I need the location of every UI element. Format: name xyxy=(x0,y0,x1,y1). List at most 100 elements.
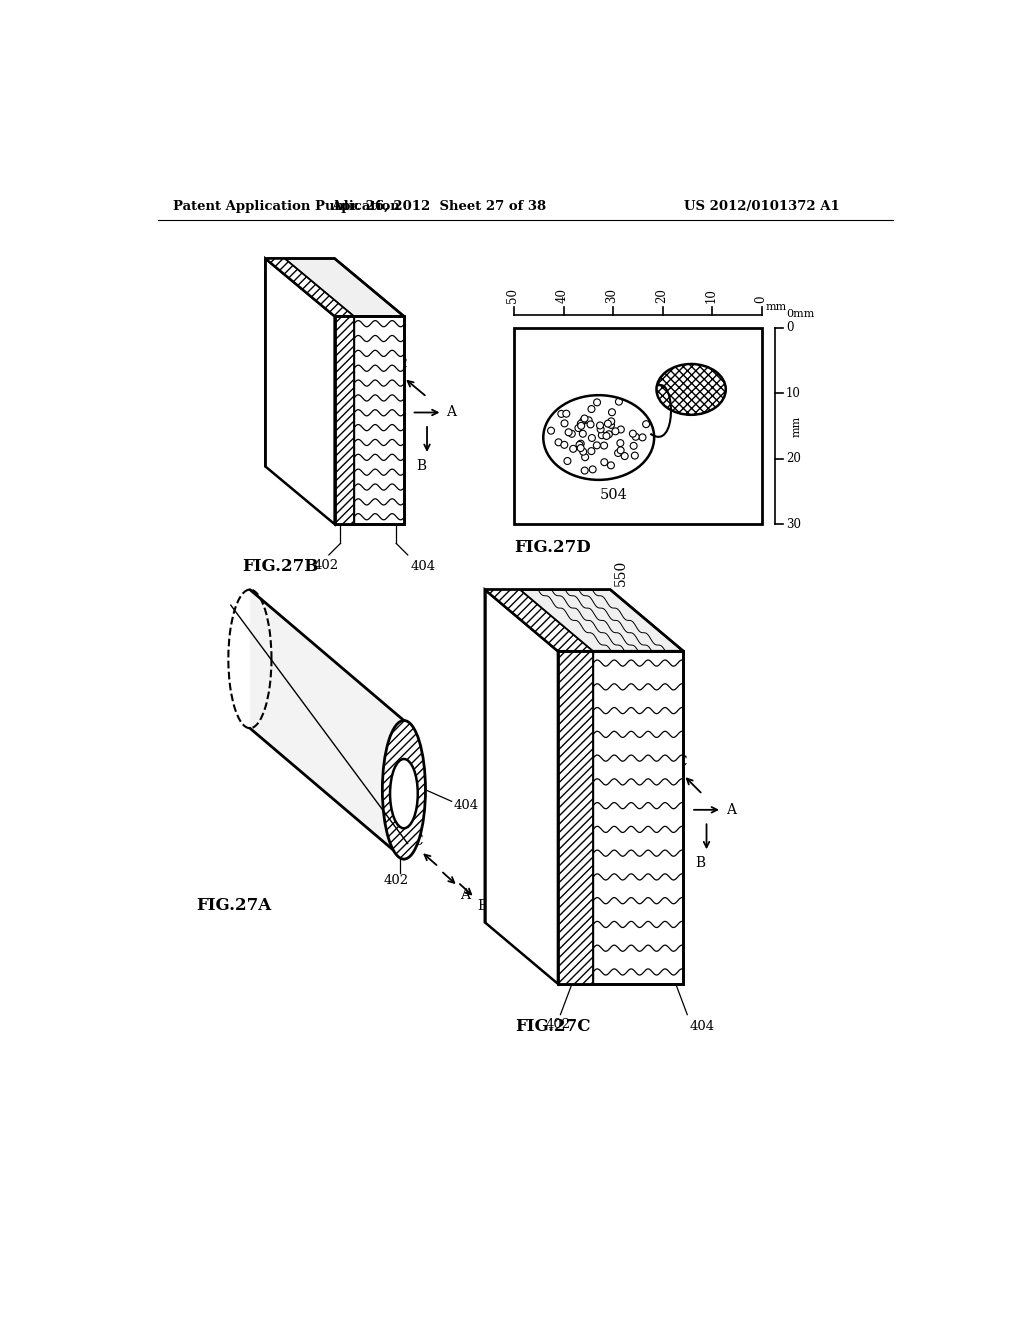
Circle shape xyxy=(617,447,624,454)
Bar xyxy=(514,327,762,524)
Circle shape xyxy=(607,421,614,429)
Circle shape xyxy=(578,422,585,429)
Circle shape xyxy=(597,422,603,429)
Text: mm: mm xyxy=(792,416,802,437)
Text: 404: 404 xyxy=(689,1020,715,1034)
Bar xyxy=(558,651,593,983)
Text: Patent Application Publication: Patent Application Publication xyxy=(173,199,399,213)
Circle shape xyxy=(598,432,605,438)
Text: 10: 10 xyxy=(705,288,718,304)
Text: 404: 404 xyxy=(410,561,435,573)
Text: 30: 30 xyxy=(605,288,618,304)
Polygon shape xyxy=(265,259,335,524)
Circle shape xyxy=(622,453,628,459)
Circle shape xyxy=(577,441,583,449)
Circle shape xyxy=(588,405,595,413)
Polygon shape xyxy=(265,259,403,317)
Circle shape xyxy=(608,409,615,416)
Ellipse shape xyxy=(382,721,425,859)
Circle shape xyxy=(614,450,622,457)
Text: FIG.27C: FIG.27C xyxy=(515,1018,591,1035)
Circle shape xyxy=(582,454,589,461)
Text: mm: mm xyxy=(766,302,787,312)
Text: 0mm: 0mm xyxy=(785,309,814,318)
Polygon shape xyxy=(484,590,558,983)
Circle shape xyxy=(578,420,585,428)
Text: FIG.27B: FIG.27B xyxy=(243,558,318,576)
Text: 40: 40 xyxy=(556,288,568,304)
Text: B: B xyxy=(416,459,426,473)
Text: 50: 50 xyxy=(506,288,519,304)
Circle shape xyxy=(601,459,608,466)
Circle shape xyxy=(601,442,607,449)
Circle shape xyxy=(580,430,587,437)
Polygon shape xyxy=(484,590,683,651)
Text: B: B xyxy=(477,899,487,913)
Text: FIG.27A: FIG.27A xyxy=(196,896,271,913)
Text: 20: 20 xyxy=(654,288,668,304)
Circle shape xyxy=(587,421,594,428)
Circle shape xyxy=(603,433,610,440)
Circle shape xyxy=(588,447,595,454)
Text: 550: 550 xyxy=(614,560,628,586)
Circle shape xyxy=(593,442,600,449)
Text: 30: 30 xyxy=(785,517,801,531)
Text: 404: 404 xyxy=(454,799,479,812)
Text: A: A xyxy=(460,888,470,903)
Bar xyxy=(335,317,354,524)
Circle shape xyxy=(548,428,554,434)
Text: 0: 0 xyxy=(754,296,767,304)
Text: US 2012/0101372 A1: US 2012/0101372 A1 xyxy=(684,199,840,213)
Circle shape xyxy=(597,426,604,433)
Ellipse shape xyxy=(390,759,418,829)
Circle shape xyxy=(643,421,649,428)
Circle shape xyxy=(639,434,646,441)
Circle shape xyxy=(632,433,639,441)
Circle shape xyxy=(594,399,600,405)
Text: A: A xyxy=(446,405,457,420)
Circle shape xyxy=(561,441,567,449)
Circle shape xyxy=(564,458,571,465)
Circle shape xyxy=(565,429,572,436)
Circle shape xyxy=(585,417,592,424)
Circle shape xyxy=(574,425,582,432)
Text: C: C xyxy=(676,755,686,770)
Text: 504: 504 xyxy=(600,487,628,502)
Circle shape xyxy=(578,441,584,447)
Polygon shape xyxy=(265,259,354,317)
Text: 402: 402 xyxy=(546,1019,570,1031)
Text: 10: 10 xyxy=(785,387,801,400)
Circle shape xyxy=(607,462,614,469)
Circle shape xyxy=(615,399,623,405)
Circle shape xyxy=(630,442,637,449)
Circle shape xyxy=(605,430,612,438)
Circle shape xyxy=(604,420,611,428)
Circle shape xyxy=(580,449,587,455)
Ellipse shape xyxy=(656,364,726,414)
Text: 402: 402 xyxy=(384,875,409,887)
Circle shape xyxy=(558,411,565,417)
Text: C: C xyxy=(396,358,407,372)
Polygon shape xyxy=(484,590,593,651)
Circle shape xyxy=(608,418,614,425)
Circle shape xyxy=(568,430,575,437)
Circle shape xyxy=(589,466,596,473)
Text: 0: 0 xyxy=(785,321,794,334)
Circle shape xyxy=(555,438,562,446)
Circle shape xyxy=(563,411,569,417)
Text: C: C xyxy=(413,833,423,847)
Circle shape xyxy=(589,434,595,441)
Circle shape xyxy=(630,430,636,437)
Text: B: B xyxy=(695,857,706,870)
Circle shape xyxy=(569,445,577,453)
Text: A: A xyxy=(726,803,736,817)
Circle shape xyxy=(616,440,624,446)
Text: 402: 402 xyxy=(314,558,339,572)
Circle shape xyxy=(617,426,625,433)
Circle shape xyxy=(632,453,638,459)
Text: 20: 20 xyxy=(785,453,801,465)
Circle shape xyxy=(612,428,618,434)
Circle shape xyxy=(561,420,568,426)
Circle shape xyxy=(578,445,584,451)
Polygon shape xyxy=(335,317,403,524)
